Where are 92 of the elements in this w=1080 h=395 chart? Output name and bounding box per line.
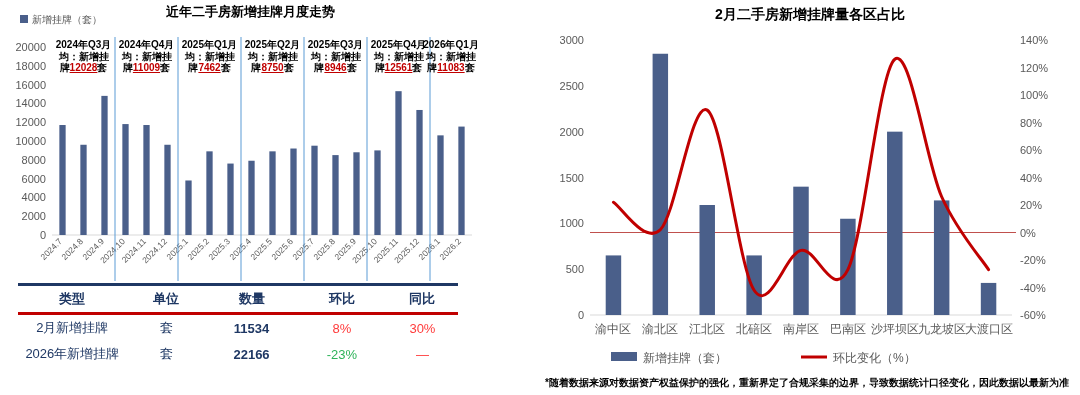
x-tick-label: 渝北区 — [642, 322, 679, 336]
annotation: 2024年Q4月均：新增挂牌11009套 — [117, 39, 176, 74]
category-label: 类型 — [18, 284, 127, 314]
text: 2月新增挂牌 — [35, 319, 110, 337]
annotation: 2024年Q3月均：新增挂牌12028套 — [54, 39, 113, 74]
bar — [980, 282, 997, 315]
y-tick-label: 1500 — [559, 171, 584, 184]
legend-label: 新增挂牌（套） — [32, 14, 102, 25]
bar — [101, 95, 108, 235]
y-tick-label: 10000 — [15, 135, 46, 147]
annotation: 2026年Q1月均：新增挂牌11083套 — [423, 39, 480, 74]
category-label: 同比 — [386, 284, 458, 314]
y-tick-label: 1000 — [559, 217, 584, 230]
bar — [248, 160, 255, 235]
y2-tick-label: 80% — [1020, 116, 1043, 129]
bar — [332, 155, 339, 235]
y2-tick-label: 60% — [1020, 144, 1043, 156]
y-tick-label: 2000 — [559, 125, 584, 138]
x-tick-label: 巴南区 — [829, 322, 866, 336]
bar — [395, 91, 402, 235]
y2-tick-label: -20% — [1020, 254, 1046, 266]
category-label: 单位 — [126, 284, 207, 314]
y-tick-label: 20000 — [15, 41, 46, 53]
bar — [933, 200, 950, 315]
y-tick-label: 2500 — [559, 79, 584, 92]
bar — [887, 131, 903, 315]
text: — — [414, 345, 430, 364]
x-tick-label: 渝中区 — [595, 322, 632, 336]
y-tick-label: 2000 — [21, 210, 46, 223]
bar — [652, 53, 669, 315]
bar — [840, 218, 856, 315]
bar — [227, 163, 234, 235]
y-tick-label: 8000 — [21, 153, 46, 166]
text: 11534 — [232, 319, 271, 338]
text: 套 — [159, 345, 174, 363]
y-tick-label: 12000 — [15, 116, 46, 129]
y2-tick-label: 100% — [1020, 89, 1049, 101]
y2-tick-label: 0% — [1020, 226, 1037, 239]
bar — [374, 150, 381, 235]
y-tick-label: 18000 — [15, 59, 46, 72]
bar — [311, 145, 318, 235]
bar — [437, 135, 444, 235]
bar — [458, 126, 465, 235]
y-tick-label: 3000 — [559, 34, 584, 46]
text: -23% — [325, 345, 358, 364]
y2-tick-label: 20% — [1020, 199, 1043, 211]
y-tick-label: 500 — [565, 263, 584, 276]
x-tick-label: 南岸区 — [783, 322, 819, 336]
bar — [353, 152, 360, 235]
annotation: 2025年Q2月均：新增挂牌8750套 — [243, 39, 302, 74]
bar — [605, 255, 622, 315]
legend-label: 环比变化（%） — [833, 351, 916, 365]
y2-tick-label: -40% — [1020, 281, 1046, 294]
text: 套 — [159, 319, 174, 337]
category-label: 环比 — [296, 284, 387, 314]
bar — [269, 151, 276, 235]
text: *随着数据来源对数据资产权益保护的强化，重新界定了合规采集的边界，导致数据统计口径变化，因此数据以最新为准 — [545, 377, 1069, 388]
text: 2026年新增挂牌 — [24, 345, 121, 363]
bar — [699, 205, 715, 315]
chart-title: 2月二手房新增挂牌量各区占比 — [715, 6, 905, 22]
y-tick-label: 6000 — [21, 172, 46, 185]
bar — [793, 186, 809, 315]
y2-tick-label: 120% — [1020, 61, 1049, 74]
y-tick-label: 16000 — [15, 78, 46, 91]
y-tick-label: 0 — [39, 229, 46, 241]
bar — [143, 125, 150, 235]
bar — [290, 148, 297, 235]
chart-title: 近年二手房新增挂牌月度走势 — [164, 4, 335, 19]
text: 8% — [331, 319, 353, 338]
bar — [416, 109, 423, 235]
x-tick-label: 江北区 — [689, 322, 726, 336]
y-tick-label: 0 — [577, 309, 584, 321]
text: 30% — [408, 319, 437, 338]
y-tick-label: 14000 — [15, 97, 46, 110]
text: 22166 — [232, 345, 271, 364]
y2-tick-label: 140% — [1020, 34, 1049, 46]
annotation: 2025年Q1月均：新增挂牌7462套 — [180, 39, 239, 74]
x-tick-label: 九龙坡区 — [917, 322, 966, 336]
y2-tick-label: -60% — [1020, 309, 1046, 321]
bar — [206, 151, 213, 235]
y2-tick-label: 40% — [1020, 171, 1043, 184]
bar — [185, 180, 192, 235]
bar — [122, 124, 129, 235]
bar — [59, 125, 66, 235]
bar — [164, 144, 171, 235]
legend-label: 新增挂牌（套） — [643, 351, 727, 365]
bar — [80, 144, 87, 235]
category-label: 数量 — [206, 284, 297, 314]
annotation: 2025年Q3月均：新增挂牌8946套 — [306, 39, 365, 74]
x-tick-label: 沙坪坝区 — [870, 322, 919, 336]
x-tick-label: 北碚区 — [736, 322, 773, 336]
y-tick-label: 4000 — [21, 191, 46, 204]
